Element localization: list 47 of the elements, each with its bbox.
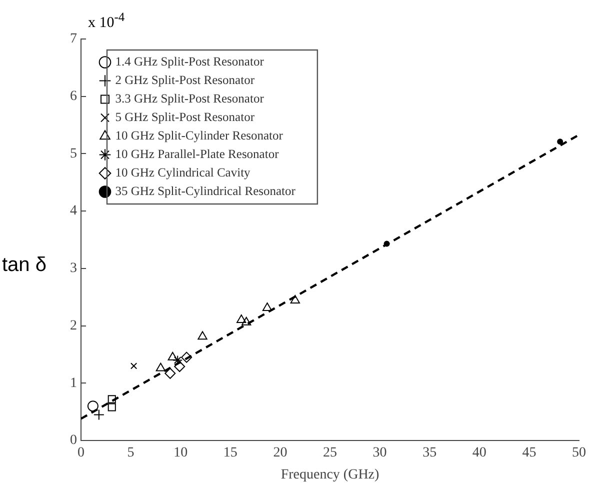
point <box>168 352 178 360</box>
x-tick-label: 25 <box>323 446 337 461</box>
point <box>164 368 176 379</box>
x-tick-label: 40 <box>472 446 486 461</box>
point <box>108 395 116 404</box>
point <box>557 138 564 145</box>
legend-label: 35 GHz Split-Cylindrical Resonator <box>115 184 296 198</box>
point <box>262 302 272 312</box>
point <box>242 316 252 326</box>
point <box>384 240 390 247</box>
legend-label: 10 GHz Parallel-Plate Resonator <box>115 147 280 162</box>
x-tick-label: 20 <box>273 446 288 461</box>
point <box>108 403 116 412</box>
point <box>174 361 186 372</box>
x-tick-label: 50 <box>572 446 586 461</box>
x-tick-label: 45 <box>522 446 536 461</box>
point <box>181 352 192 363</box>
x-tick-label: 30 <box>372 446 387 461</box>
legend-label: 1.4 GHz Split-Post Resonator <box>115 54 265 69</box>
legend-label: 10 GHz Split-Cylinder Resonator <box>115 128 284 143</box>
y-tick-label: 1 <box>70 376 77 391</box>
point <box>172 355 183 366</box>
point <box>156 362 166 372</box>
y-tick-label: 5 <box>70 146 77 162</box>
point <box>87 400 98 412</box>
x-tick-label: 5 <box>127 446 134 461</box>
y-tick-label: 6 <box>70 89 77 104</box>
point <box>198 331 208 340</box>
point <box>290 295 300 304</box>
point <box>236 314 246 324</box>
legend-label: 5 GHz Split-Post Resonator <box>115 110 256 124</box>
point <box>93 409 104 420</box>
y-tick-label: 2 <box>70 318 77 334</box>
legend-label: 10 GHz Cylindrical Cavity <box>115 166 252 180</box>
legend-label: 2 GHz Split-Post Resonator <box>115 73 256 88</box>
y-tick-label: 7 <box>70 32 77 47</box>
x-tick-label: 10 <box>174 446 188 461</box>
y-axis-title: tan δ <box>2 254 46 277</box>
text: x 10$^{-4}$ <box>88 10 125 32</box>
x-tick-label: 15 <box>223 446 238 461</box>
y-tick-label: 3 <box>70 261 77 276</box>
y-tick-label: 4 <box>70 204 77 219</box>
y-tick-label: 0 <box>70 433 77 448</box>
x-tick-label: 35 <box>422 446 437 461</box>
x-axis-title: Frequency (GHz) <box>280 467 380 482</box>
legend-label: 3.3 GHz Split-Post Resonator <box>115 92 265 106</box>
point <box>130 362 138 370</box>
